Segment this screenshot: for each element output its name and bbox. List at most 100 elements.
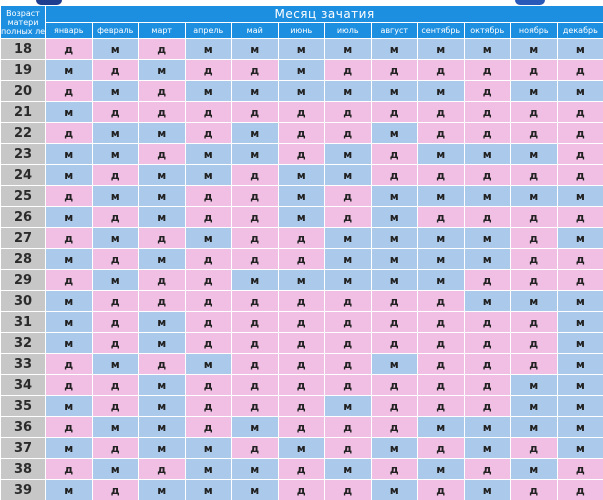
girl-cell: д xyxy=(231,353,279,375)
boy-cell: м xyxy=(184,80,232,102)
boy-cell: м xyxy=(463,479,511,500)
girl-cell: д xyxy=(463,332,511,354)
girl-cell: д xyxy=(463,80,511,102)
girl-cell: д xyxy=(510,332,558,354)
girl-cell: д xyxy=(277,353,325,375)
table-row: 39 м д м м м д д м д м д д xyxy=(0,479,603,500)
month-header: сентябрь xyxy=(417,22,465,39)
boy-cell: м xyxy=(510,458,558,480)
boy-cell: м xyxy=(370,437,418,459)
girl-cell: д xyxy=(417,206,465,228)
girl-cell: д xyxy=(231,101,279,123)
boy-cell: м xyxy=(277,80,325,102)
boy-cell: м xyxy=(231,416,279,438)
girl-cell: д xyxy=(370,311,418,333)
boy-cell: м xyxy=(45,164,93,186)
girl-cell: д xyxy=(45,353,93,375)
table-row: 34 д д м д д д д д д д м м xyxy=(0,374,603,396)
girl-cell: д xyxy=(231,311,279,333)
boy-cell: м xyxy=(91,458,139,480)
month-header: ноябрь xyxy=(510,22,558,39)
girl-cell: д xyxy=(417,437,465,459)
conception-table: Возраст матери полных лет) Месяц зачатия… xyxy=(0,5,603,500)
table-row: 29 д м д д м м м м м д д д xyxy=(0,269,603,291)
girl-cell: д xyxy=(231,248,279,270)
girl-cell: д xyxy=(417,122,465,144)
boy-cell: м xyxy=(370,206,418,228)
table-row: 31 м д м д д д д д д д д м xyxy=(0,311,603,333)
girl-cell: д xyxy=(324,374,372,396)
boy-cell: м xyxy=(556,290,603,312)
mother-age-cell: 29 xyxy=(0,269,46,291)
conception-month-title: Месяц зачатия xyxy=(44,5,603,23)
girl-cell: д xyxy=(510,122,558,144)
girl-cell: д xyxy=(556,458,603,480)
boy-cell: м xyxy=(277,164,325,186)
girl-cell: д xyxy=(277,416,325,438)
boy-cell: м xyxy=(91,227,139,249)
girl-cell: д xyxy=(324,437,372,459)
mother-age-cell: 38 xyxy=(0,458,46,480)
boy-cell: м xyxy=(324,164,372,186)
girl-cell: д xyxy=(417,374,465,396)
girl-cell: д xyxy=(138,227,186,249)
girl-cell: д xyxy=(556,122,603,144)
boy-cell: м xyxy=(91,416,139,438)
boy-cell: м xyxy=(324,395,372,417)
boy-cell: м xyxy=(556,374,603,396)
mother-age-cell: 28 xyxy=(0,248,46,270)
mother-age-cell: 37 xyxy=(0,437,46,459)
girl-cell: д xyxy=(463,101,511,123)
table-row: 37 м д м м д м д м д м д м xyxy=(0,437,603,459)
mother-age-cell: 30 xyxy=(0,290,46,312)
boy-cell: м xyxy=(45,101,93,123)
girl-cell: д xyxy=(370,458,418,480)
boy-cell: м xyxy=(277,185,325,207)
girl-cell: д xyxy=(510,59,558,81)
header-row: Возраст матери полных лет) Месяц зачатия xyxy=(0,5,603,39)
brand-logo-right xyxy=(515,0,545,5)
boy-cell: м xyxy=(138,311,186,333)
boy-cell: м xyxy=(138,164,186,186)
girl-cell: д xyxy=(463,458,511,480)
boy-cell: м xyxy=(138,122,186,144)
boy-cell: м xyxy=(91,185,139,207)
table-row: 30 м д д д д д д д д м м м xyxy=(0,290,603,312)
boy-cell: м xyxy=(91,38,139,60)
girl-cell: д xyxy=(91,437,139,459)
mother-age-cell: 19 xyxy=(0,59,46,81)
boy-cell: м xyxy=(417,80,465,102)
girl-cell: д xyxy=(45,227,93,249)
boy-cell: м xyxy=(463,248,511,270)
boy-cell: м xyxy=(510,290,558,312)
boy-cell: м xyxy=(510,143,558,165)
girl-cell: д xyxy=(556,269,603,291)
girl-cell: д xyxy=(138,290,186,312)
mother-age-cell: 20 xyxy=(0,80,46,102)
boy-cell: м xyxy=(184,437,232,459)
girl-cell: д xyxy=(91,164,139,186)
boy-cell: м xyxy=(231,269,279,291)
table-row: 24 м д м м д м м д д д д д xyxy=(0,164,603,186)
girl-cell: д xyxy=(556,479,603,500)
boy-cell: м xyxy=(138,374,186,396)
month-header: июль xyxy=(324,22,372,39)
girl-cell: д xyxy=(463,164,511,186)
girl-cell: д xyxy=(277,227,325,249)
girl-cell: д xyxy=(45,185,93,207)
girl-cell: д xyxy=(231,374,279,396)
girl-cell: д xyxy=(45,269,93,291)
girl-cell: д xyxy=(184,416,232,438)
girl-cell: д xyxy=(510,248,558,270)
boy-cell: м xyxy=(184,353,232,375)
boy-cell: м xyxy=(138,437,186,459)
girl-cell: д xyxy=(324,353,372,375)
girl-cell: д xyxy=(417,101,465,123)
girl-cell: д xyxy=(463,206,511,228)
boy-cell: м xyxy=(324,269,372,291)
girl-cell: д xyxy=(184,59,232,81)
month-header: декабрь xyxy=(556,22,603,39)
girl-cell: д xyxy=(277,458,325,480)
boy-cell: м xyxy=(556,437,603,459)
girl-cell: д xyxy=(324,290,372,312)
